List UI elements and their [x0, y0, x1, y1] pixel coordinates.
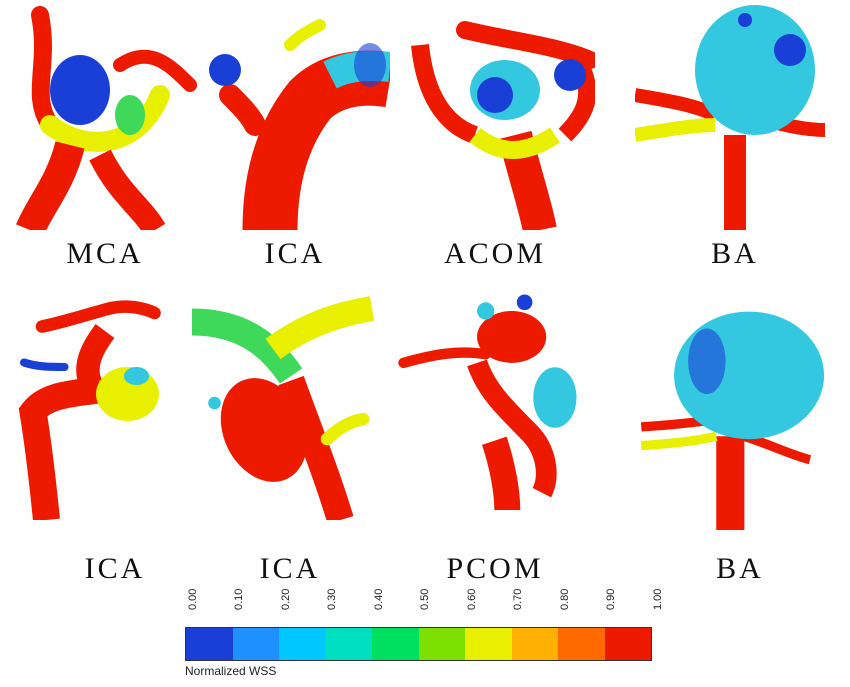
aneurysm-panel-pcom	[395, 285, 585, 510]
vessel-model-ba-2	[640, 311, 825, 530]
aneurysm-panel-ica-1	[200, 5, 390, 230]
colorbar-tick: 0.70	[512, 588, 524, 610]
colorbar-tick: 0.90	[605, 588, 617, 610]
panel-label-pcom: PCOM	[446, 552, 544, 585]
wss-colorbar	[185, 627, 652, 661]
panel-label-ica-3: ICA	[259, 552, 321, 585]
vessel-model-mca	[16, 6, 197, 230]
colorbar-title: Normalized WSS	[185, 664, 277, 678]
colorbar-tick: 1.00	[652, 588, 664, 610]
vessel-model-pcom	[398, 294, 577, 510]
colorbar-tick: 0.30	[326, 588, 338, 610]
panel-label-ica-2: ICA	[84, 552, 146, 585]
panel-label-acom: ACOM	[443, 237, 546, 270]
colorbar-tick: 0.80	[559, 588, 571, 610]
vessel-model-ica-1	[209, 19, 390, 230]
aneurysm-panel-mca	[10, 5, 200, 230]
panel-label-ba-1: BA	[711, 237, 759, 270]
colorbar-segment	[558, 628, 605, 660]
panel-label-ica-1: ICA	[264, 237, 326, 270]
colorbar-tick: 0.40	[373, 588, 385, 610]
vessel-model-ica-3	[191, 296, 375, 520]
aneurysm-panel-ica-3	[187, 295, 377, 520]
panel-label-mca: MCA	[66, 237, 144, 270]
aneurysm-panel-ba-2	[640, 305, 830, 530]
colorbar-tick: 0.00	[187, 588, 199, 610]
colorbar-segment	[186, 628, 233, 660]
colorbar-tick: 0.20	[280, 588, 292, 610]
colorbar-tick: 0.60	[466, 588, 478, 610]
colorbar-segment	[279, 628, 326, 660]
colorbar-segment	[232, 628, 279, 660]
colorbar-segment	[372, 628, 419, 660]
vessel-model-acom	[411, 21, 595, 230]
vessel-model-ba-1	[635, 5, 825, 230]
aneurysm-panel-acom	[405, 5, 595, 230]
panel-label-ba-2: BA	[716, 552, 764, 585]
aneurysm-panel-ica-2	[10, 295, 200, 520]
colorbar-segment	[511, 628, 558, 660]
aneurysm-panel-ba-1	[635, 5, 825, 230]
colorbar-segment	[418, 628, 465, 660]
colorbar-segment	[465, 628, 512, 660]
colorbar-tick: 0.50	[419, 588, 431, 610]
colorbar-tick: 0.10	[233, 588, 245, 610]
colorbar-segment	[325, 628, 372, 660]
vessel-model-ica-2	[18, 300, 161, 520]
colorbar-segment	[604, 628, 651, 660]
